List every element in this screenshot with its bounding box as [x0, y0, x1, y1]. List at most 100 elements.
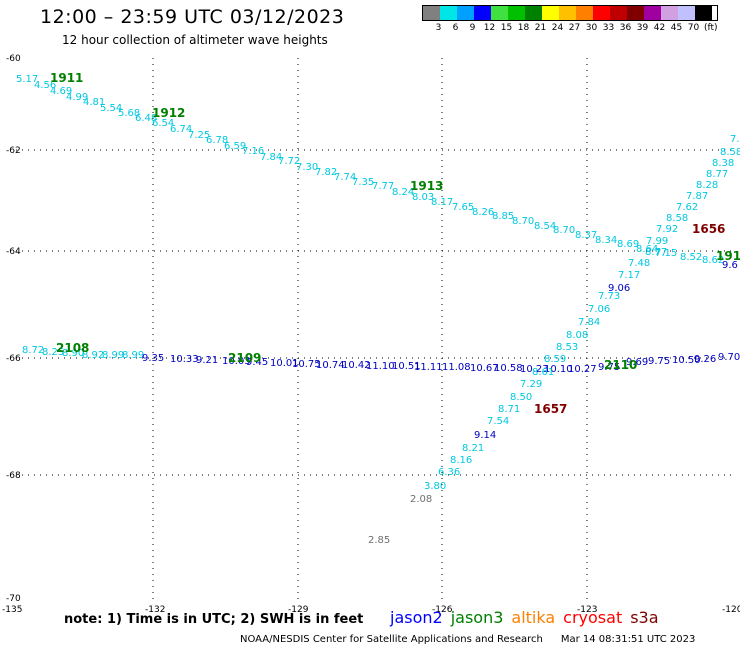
wave-height-value: 10.42 [342, 360, 371, 371]
color-swatch [695, 6, 712, 20]
color-scale: 3 6 9 12 15 18 21 24 27 30 33 36 39 42 45 70 (ft) [422, 5, 718, 33]
wave-height-value: 10.33 [170, 354, 199, 365]
wave-height-value: 7.15 [655, 248, 677, 259]
wave-height-value: 8.38 [712, 158, 734, 169]
wave-height-value: 7.99 [646, 236, 668, 247]
wave-height-value: 8.64 [636, 244, 658, 255]
wave-height-value: 7.72 [278, 156, 300, 167]
wave-height-value: 9.26 [694, 354, 716, 365]
wave-height-value: 5.54 [100, 103, 122, 114]
legend-jason2: jason2 [390, 608, 443, 627]
wave-height-tracks: 5.174.564.694.994.815.545.686.486.546.74… [16, 74, 740, 546]
longitude-tick-label: -126 [432, 605, 453, 615]
wave-height-value: 7.82 [315, 167, 337, 178]
wave-height-value: 4.99 [66, 92, 88, 103]
wave-height-value: 8.70 [553, 225, 575, 236]
page-title: 12:00 – 23:59 UTC 03/12/2023 [40, 6, 345, 28]
pass-time-label: 1911 [50, 71, 83, 85]
track-2108: 8.728.258.908.928.998.999.35 10.339.21 10.… [22, 345, 740, 375]
pass-time-label: 1913 [410, 179, 443, 193]
wave-height-value: 10.50 [672, 355, 701, 366]
color-swatch [678, 6, 695, 20]
wave-height-value: 9.35 [142, 353, 164, 364]
wave-height-value: 7.35 [352, 177, 374, 188]
wave-height-value: 7.77 [372, 181, 394, 192]
wave-height-value: 9.06 [608, 283, 630, 294]
wave-height-value: 6.78 [206, 135, 228, 146]
wave-height-value: 7.30 [296, 162, 318, 173]
longitude-tick-label: -132 [145, 605, 165, 615]
wave-height-value: 8.77 [645, 247, 667, 258]
wave-height-value: 7.92 [656, 224, 678, 235]
wave-height-value: 8.69 [617, 239, 639, 250]
wave-height-value: 10.23 [520, 364, 549, 375]
wave-height-value: 9.21 [196, 355, 218, 366]
longitude-tick-label: -123 [577, 605, 597, 615]
wave-height-value: 10.75 [292, 359, 321, 370]
footer-credit: NOAA/NESDIS Center for Satellite Applica… [240, 634, 543, 645]
wave-height-value: 9.69 [626, 357, 648, 368]
color-scale-label: 36 [619, 23, 632, 33]
footer-timestamp: Mar 14 08:31:51 UTC 2023 [560, 634, 696, 645]
color-swatch [627, 6, 644, 20]
color-scale-label: 30 [585, 23, 598, 33]
color-scale-swatches [422, 5, 718, 21]
wave-height-value: 8.34 [595, 235, 617, 246]
latitude-tick-label: -70 [6, 594, 21, 604]
wave-height-value: 8.26 [472, 207, 494, 218]
wave-height-value: 4.56 [34, 80, 56, 91]
color-scale-label: 18 [517, 23, 530, 33]
wave-height-value: 7.84 [260, 152, 282, 163]
wave-height-value: 7.16 [242, 146, 264, 157]
wave-height-value: 7.06 [588, 304, 610, 315]
color-scale-label: 24 [551, 23, 564, 33]
wave-height-value: 8.62 [702, 255, 724, 266]
color-swatch [525, 6, 542, 20]
wave-height-value: 7.25 [188, 130, 210, 141]
color-scale-unit: (ft) [704, 23, 718, 33]
wave-height-value: 8.92 [82, 350, 104, 361]
wave-height-value: 8.53 [556, 342, 578, 353]
wave-height-value: 10.74 [316, 360, 345, 371]
longitude-tick-label: -120 [722, 605, 740, 615]
wave-height-value: 10.03 [222, 356, 251, 367]
longitude-tick-label: -135 [2, 605, 22, 615]
track-1657: 2.85 2.08 3.80 6.368.168.21 9.14 7.548.718.50… [368, 134, 740, 546]
color-swatch [508, 6, 525, 20]
wave-height-value: 2.85 [368, 535, 390, 546]
wave-height-value: 8.50 [510, 392, 532, 403]
wave-height-value: 8.99 [122, 350, 144, 361]
wave-height-value: 8.28 [696, 180, 718, 191]
pass-time-label: 2110 [604, 358, 637, 372]
wave-height-value: 7. [730, 134, 740, 145]
wave-height-value: 8.16 [450, 455, 472, 466]
color-swatch [491, 6, 508, 20]
wave-height-value: 7.84 [578, 317, 600, 328]
wave-height-value: 6.59 [224, 141, 246, 152]
wave-height-value: 7.73 [598, 291, 620, 302]
color-scale-label: 39 [636, 23, 649, 33]
wave-height-value: 7.87 [686, 191, 708, 202]
color-swatch [440, 6, 457, 20]
wave-height-value: 8.70 [512, 216, 534, 227]
wave-height-value: 7.48 [628, 258, 650, 269]
wave-height-value: 6.48 [135, 113, 157, 124]
color-scale-label: 12 [483, 23, 496, 33]
color-scale-label: 45 [670, 23, 683, 33]
track-1911: 5.174.564.694.994.815.545.686.486.546.74… [16, 74, 738, 271]
color-swatch [644, 6, 661, 20]
pass-time-label: 191 [716, 249, 740, 263]
pass-time-label: 1657 [534, 402, 567, 416]
wave-height-value: 11.11 [414, 362, 443, 373]
color-scale-label: 15 [500, 23, 513, 33]
wave-height-value: 6.74 [170, 124, 192, 135]
wave-height-value: 8.58 [720, 147, 740, 158]
wave-height-value: 4.81 [83, 97, 105, 108]
color-scale-label: 3 [435, 23, 442, 33]
latitude-tick-label: -66 [6, 354, 21, 364]
pass-time-label: 2109 [228, 351, 261, 365]
color-scale-label: 21 [534, 23, 547, 33]
wave-height-value: 10.27 [568, 364, 597, 375]
wave-height-value: 7.29 [520, 379, 542, 390]
